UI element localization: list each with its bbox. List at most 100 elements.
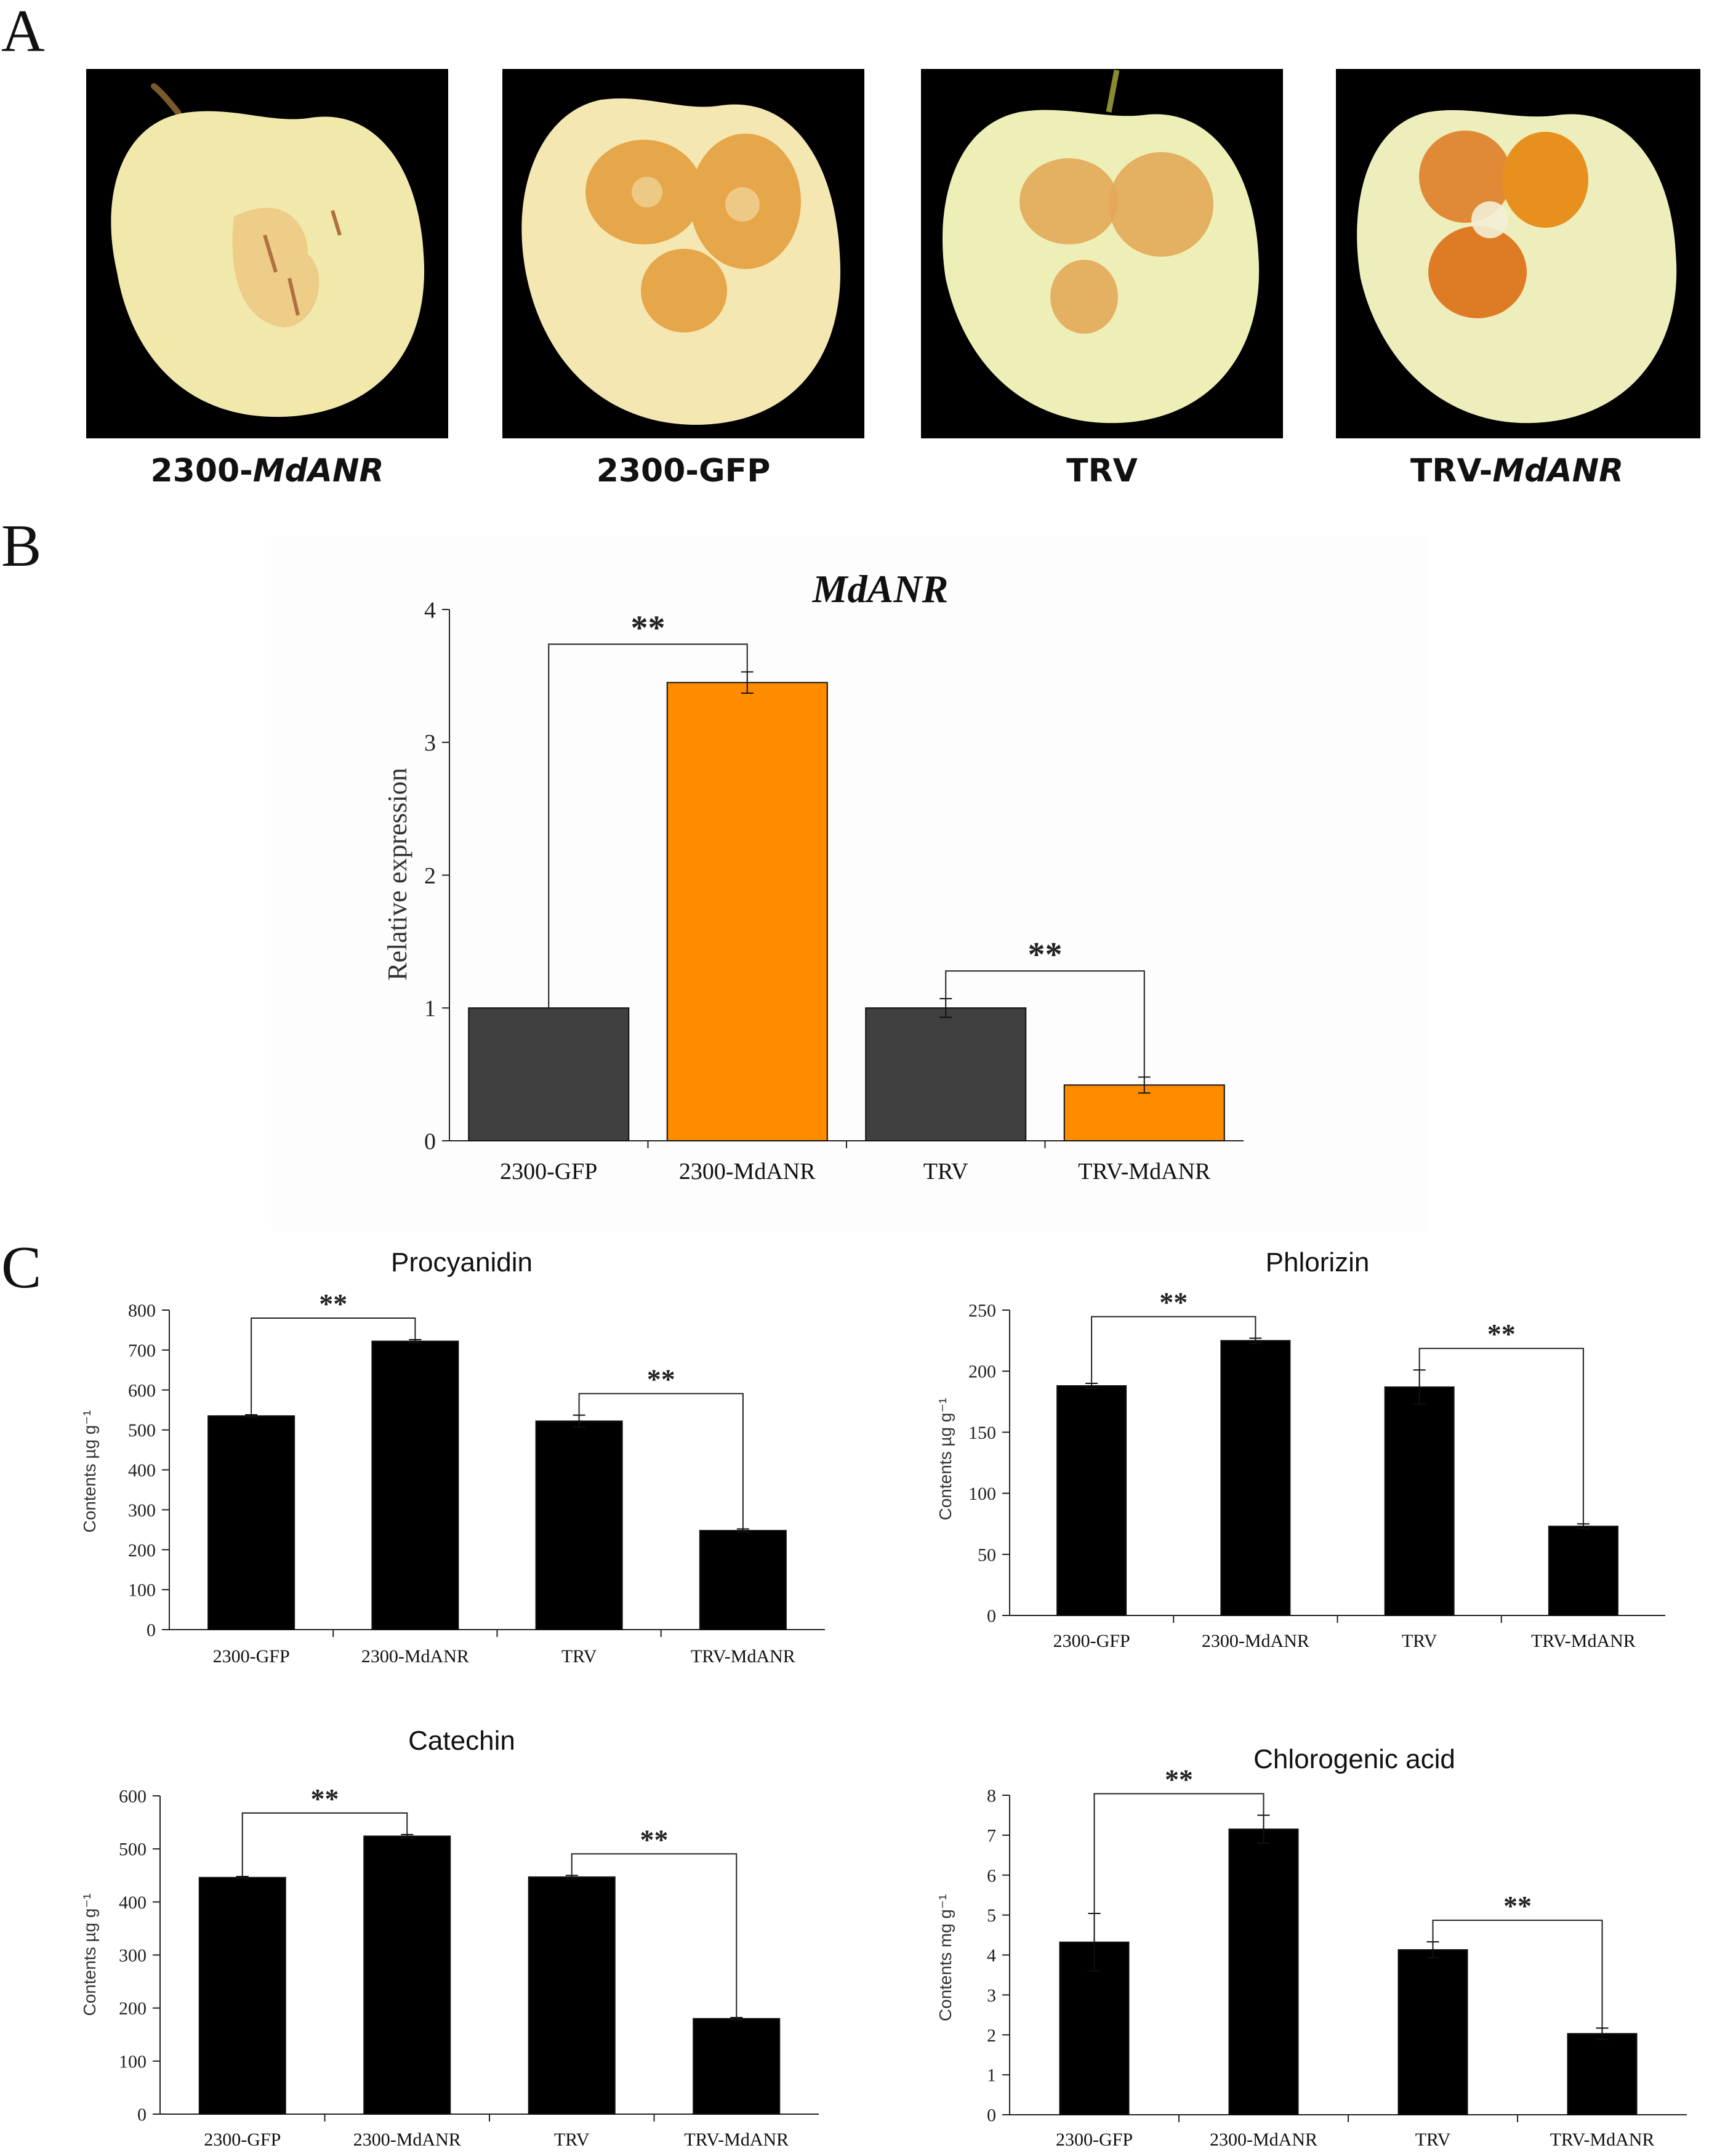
bar-trv [528,1876,616,2115]
bar-trv-mdanr [1567,2033,1638,2115]
y-tick-label: 50 [978,1545,996,1565]
y-tick-label: 400 [128,1460,156,1481]
bar-trv [1397,1949,1468,2115]
significance-label: ** [647,1364,675,1395]
apple-photo-3 [921,69,1283,438]
bar-trv [865,1007,1027,1141]
x-tick-label: TRV-MdANR [691,1646,795,1667]
bar-trv-mdanr [1548,1526,1618,1616]
bar-trv [1384,1386,1455,1616]
y-axis-label: Contents µg g⁻¹ [936,1398,955,1520]
procyanidin-chart: Procyanidin 0 100 200 300 400 500 600 700 800 Cont… [80,1247,825,1667]
apple-caption-2: 2300-GFP [596,453,771,489]
significance-label: ** [1159,1287,1188,1318]
chlorogenic-chart: Chlorogenic acid 0 1 2 3 4 5 6 7 8 Contents mg g⁻¹… [936,1744,1687,2150]
y-tick-label: 4 [424,597,436,623]
y-tick-label: 700 [128,1340,156,1361]
significance-label: ** [319,1288,347,1319]
apple-caption-4: TRV-MdANR [1410,453,1624,489]
chart-background [271,536,1428,1231]
y-tick-label: 6 [987,1865,996,1886]
bar-trv-mdanr [1063,1084,1225,1142]
bar-2300-gfp [198,1876,286,2115]
x-tick-label: 2300-MdANR [1210,2130,1317,2150]
bar-2300-mdanr [1220,1340,1291,1616]
significance-label: ** [1165,1763,1193,1795]
y-tick-label: 200 [119,1998,147,2019]
significance-bracket [945,970,1145,1077]
y-tick-label: 200 [968,1362,996,1382]
significance-label: ** [640,1824,669,1855]
apple-caption-3: TRV [1066,453,1138,489]
y-axis-label: Contents µg g⁻¹ [80,1893,99,2016]
y-tick-label: 0 [987,1606,996,1627]
chart-title: MdANR [812,567,949,611]
y-tick-label: 3 [424,730,436,756]
y-tick-label: 100 [968,1484,996,1504]
panel-label-a: A [1,0,45,65]
apple-photo-4 [1336,69,1700,438]
y-tick-label: 2 [424,863,436,889]
y-tick-label: 100 [128,1580,156,1601]
catechin-chart: Catechin 0 100 200 300 400 500 600 Contents µg g… [80,1726,819,2150]
x-tick-label: TRV [1415,2130,1451,2150]
y-tick-label: 400 [119,1893,147,1913]
significance-label: ** [631,609,665,647]
y-tick-label: 0 [424,1128,436,1154]
significance-bracket [1093,1793,1265,1914]
y-tick-label: 500 [119,1840,147,1860]
chart-title: Phlorizin [1266,1247,1370,1277]
apple-photo-2 [502,69,864,438]
significance-label: ** [1028,936,1063,974]
chart-title: Chlorogenic acid [1253,1744,1455,1774]
y-tick-label: 8 [987,1786,996,1806]
y-axis-label: Contents µg g⁻¹ [80,1410,99,1532]
y-tick-label: 1 [424,996,436,1022]
y-tick-label: 800 [128,1301,156,1321]
x-tick-label: TRV-MdANR [1550,2130,1655,2150]
y-tick-label: 0 [147,1620,156,1641]
y-tick-label: 300 [128,1500,156,1521]
apple-photo-1 [86,69,448,438]
significance-bracket [1418,1348,1584,1524]
x-tick-label: 2300-MdANR [361,1646,469,1667]
significance-bracket [571,1853,738,2018]
x-tick-label: 2300-GFP [1056,2130,1133,2150]
mdanr-expression-chart: MdANR 0 1 2 3 4 Relative expression 2300-GFP 230… [271,536,1428,1231]
apple-caption-1: 2300-MdANR [150,453,384,489]
y-tick-label: 5 [987,1905,996,1926]
y-tick-label: 150 [968,1423,996,1443]
bar-2300-mdanr [363,1835,451,2115]
y-tick-label: 100 [119,2051,147,2072]
bar-trv-mdanr [699,1530,787,1630]
bar-2300-mdanr [371,1340,459,1630]
panel-label-b: B [1,513,42,579]
x-tick-label: TRV-MdANR [1078,1159,1211,1185]
y-tick-label: 600 [119,1787,147,1807]
y-axis-label: Relative expression [382,768,412,981]
y-tick-label: 7 [987,1825,996,1846]
y-tick-label: 1 [987,2065,996,2086]
y-tick-label: 3 [987,1985,996,2006]
bar-2300-gfp [207,1415,296,1630]
significance-label: ** [1487,1318,1516,1350]
x-tick-label: 2300-GFP [204,2130,281,2150]
x-tick-label: 2300-GFP [500,1159,597,1185]
x-tick-label: TRV-MdANR [684,2130,789,2150]
y-tick-label: 0 [987,2106,996,2126]
significance-bracket [251,1317,416,1415]
y-tick-label: 200 [128,1540,156,1561]
significance-label: ** [1503,1890,1532,1921]
y-tick-label: 500 [128,1420,156,1441]
y-tick-label: 300 [119,1945,147,1966]
x-tick-label: 2300-GFP [1053,1631,1130,1651]
significance-bracket [1432,1920,1603,2029]
phlorizin-chart: Phlorizin 0 50 100 150 200 250 Contents µg g⁻¹ 2… [936,1247,1665,1651]
significance-label: ** [311,1783,339,1814]
x-tick-label: 2300-MdANR [679,1159,816,1185]
panel-label-c: C [1,1234,42,1301]
bar-trv [535,1420,623,1630]
bar-2300-gfp [1056,1385,1127,1616]
chart-title: Catechin [408,1726,515,1756]
